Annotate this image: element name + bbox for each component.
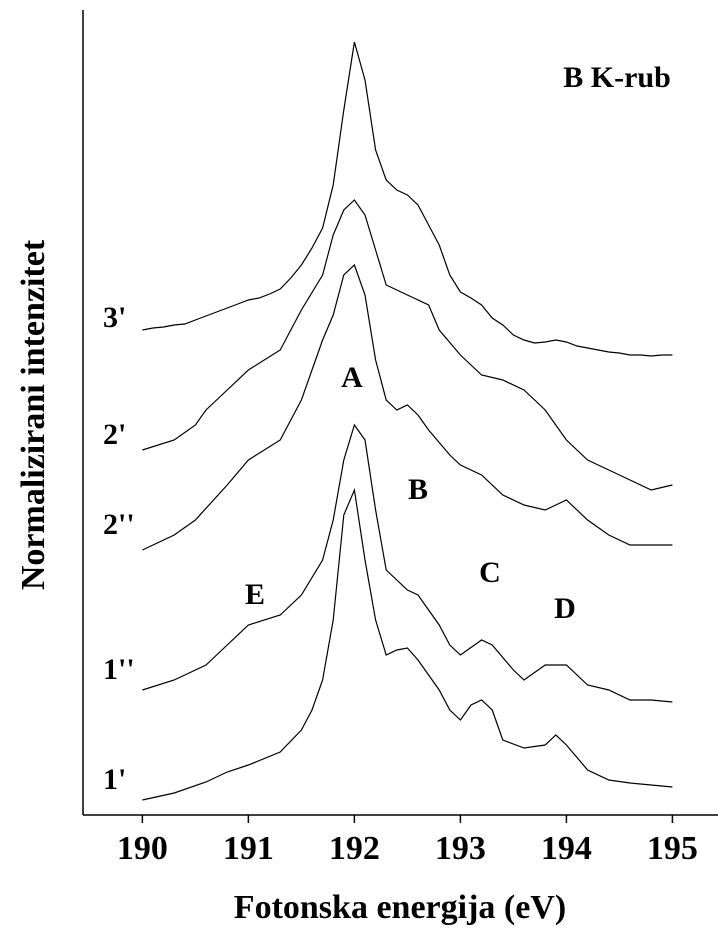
x-tick-label: 190 (117, 830, 168, 867)
y-axis-label: Normalizirani intenzitet (15, 239, 52, 590)
spectrum-line (142, 263, 673, 551)
spectrum-line (142, 41, 673, 357)
annotation: C (479, 556, 501, 589)
x-tick-label: 192 (329, 830, 380, 867)
annotation: B K-rub (563, 61, 671, 94)
series-label: 2' (103, 418, 126, 451)
x-axis-label: Fotonska energija (eV) (234, 889, 566, 926)
series-label: 2'' (103, 508, 135, 541)
annotation: A (341, 361, 363, 394)
annotation: B (408, 473, 428, 506)
x-tick-label: 194 (541, 830, 592, 867)
series-label: 1' (103, 763, 126, 796)
x-tick-label: 195 (647, 830, 698, 867)
x-tick-label: 191 (223, 830, 274, 867)
x-tick-label: 193 (435, 830, 486, 867)
spectrum-line (142, 487, 673, 801)
series-label: 3' (103, 301, 126, 334)
spectrum-line (142, 423, 673, 703)
spectrum-line (142, 199, 673, 491)
annotation: D (554, 592, 576, 625)
annotation: E (245, 578, 265, 611)
series-label: 1'' (103, 653, 135, 686)
